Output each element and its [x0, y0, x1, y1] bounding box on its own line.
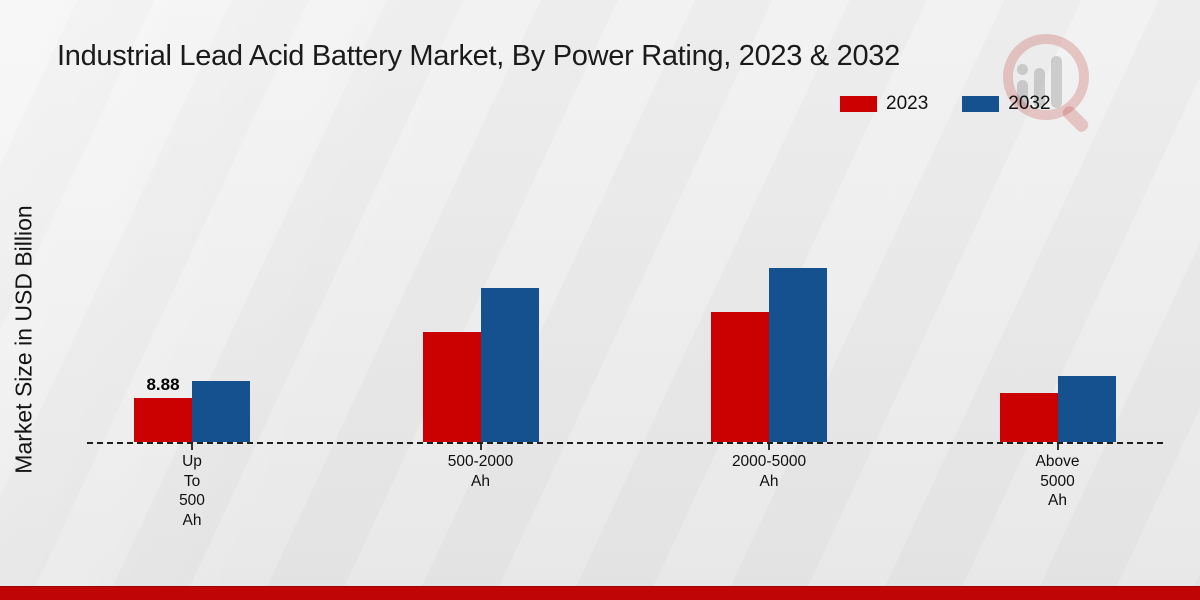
- footer-accent-stripe: [0, 586, 1200, 600]
- legend-item-2032: 2032: [962, 93, 1051, 115]
- bar-2032-2000-5000-ah: [769, 268, 827, 442]
- legend-swatch-2032: [962, 96, 1000, 112]
- watermark-magnifier-ring: [1003, 34, 1089, 120]
- x-axis-tick-above-5000-ah: [1056, 444, 1059, 450]
- legend-swatch-2023: [840, 96, 877, 112]
- x-axis-category-label-2000-5000-ah: 2000-5000 Ah: [731, 453, 807, 490]
- x-axis-tick-up-to-500-ah: [191, 444, 193, 450]
- y-axis-label: Market Size in USD Billion: [10, 205, 37, 474]
- bar-2023-500-2000-ah: [422, 332, 481, 442]
- x-axis-tick-500-2000-ah: [479, 444, 482, 450]
- legend-item-2023: 2023: [840, 93, 928, 115]
- bar-2023-above-5000-ah: [999, 393, 1058, 442]
- legend-label-2032: 2032: [1008, 93, 1051, 114]
- bar-2023-2000-5000-ah: [711, 312, 769, 442]
- legend-label-2023: 2023: [886, 93, 929, 114]
- bar-value-label-2023-up-to-500-ah: 8.88: [146, 375, 180, 394]
- chart-title: Industrial Lead Acid Battery Market, By …: [57, 40, 900, 72]
- x-axis-category-label-above-5000-ah: Above 5000 Ah: [1035, 453, 1080, 509]
- x-axis-category-label-up-to-500-ah: Up To 500 Ah: [179, 453, 205, 529]
- bar-2032-above-5000-ah: [1057, 376, 1116, 442]
- x-axis-baseline: [87, 442, 1163, 444]
- market-research-future-logo-watermark-icon: [995, 20, 1115, 135]
- x-axis-tick-2000-5000-ah: [768, 444, 770, 450]
- bar-2023-up-to-500-ah: [134, 398, 192, 442]
- bar-2032-500-2000-ah: [480, 288, 539, 442]
- bar-2032-up-to-500-ah: [192, 381, 250, 442]
- chart-legend: 2023 2032: [840, 93, 1051, 115]
- x-axis-category-label-500-2000-ah: 500-2000 Ah: [447, 453, 514, 490]
- watermark-magnifier-handle: [1060, 103, 1091, 135]
